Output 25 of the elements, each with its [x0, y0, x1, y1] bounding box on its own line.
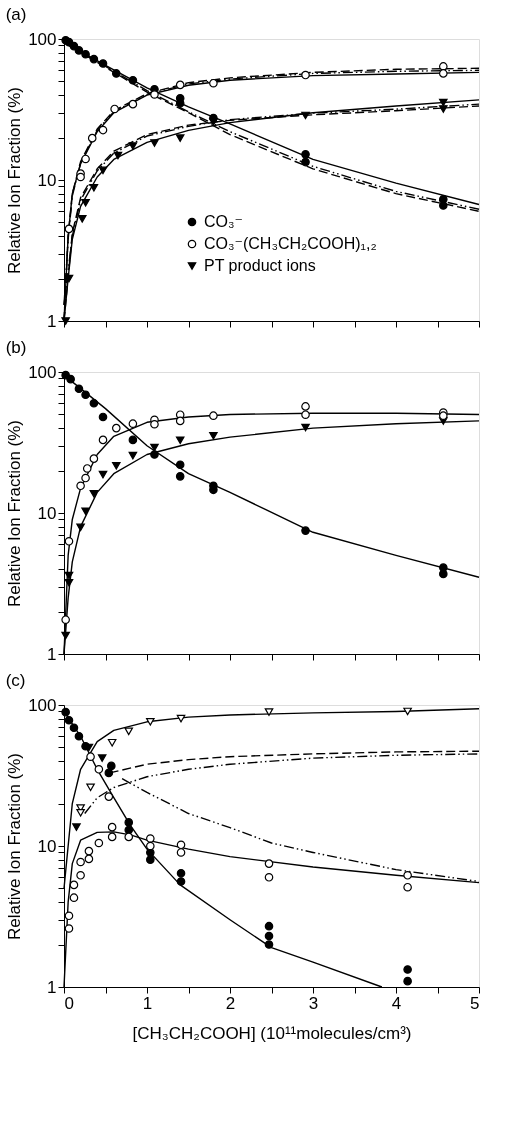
x-tick-label: 5: [470, 993, 480, 1013]
y-tick-label: 10: [37, 170, 57, 190]
y-tick-label: 1: [47, 977, 57, 997]
y-tick-label: 100: [28, 695, 57, 715]
chart-title: (c): [5, 671, 26, 690]
x-tick-label: 0: [64, 993, 74, 1013]
y-tick-label: 1: [47, 311, 57, 331]
x-tick-label: 1: [142, 993, 153, 1013]
y-axis-title: Relative Ion Fraction (%): [5, 752, 25, 941]
y-tick-label: 10: [37, 503, 57, 523]
x-tick-label: 4: [391, 993, 402, 1013]
y-tick-label: 1: [47, 644, 57, 664]
x-tick-label: 2: [225, 993, 236, 1013]
chart-title: (b): [5, 338, 27, 357]
legend-label: CO₃⁻(CH₃CH₂COOH)₁,₂: [204, 235, 377, 252]
x-axis-title: [CH₃CH₂COOH] (10¹¹molecules/cm³): [132, 1023, 412, 1043]
x-tick-label: 3: [308, 993, 319, 1013]
y-axis-title: Relative Ion Fraction (%): [5, 419, 25, 608]
y-axis-title: Relative Ion Fraction (%): [5, 86, 25, 275]
y-tick-label: 100: [28, 29, 57, 49]
chart-title: (a): [5, 5, 27, 24]
legend-label: PT product ions: [204, 257, 316, 274]
legend-label: CO₃⁻: [204, 213, 243, 230]
y-tick-label: 10: [37, 836, 57, 856]
y-tick-label: 100: [28, 362, 57, 382]
